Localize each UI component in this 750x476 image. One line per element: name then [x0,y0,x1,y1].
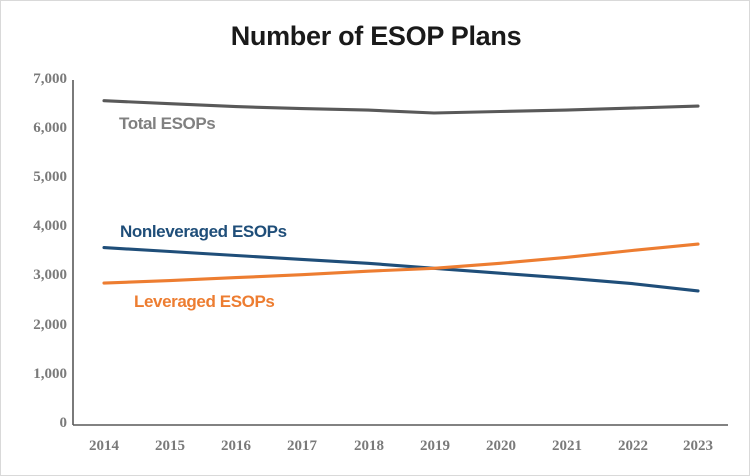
x-axis-tick-label: 2023 [683,438,713,454]
y-axis-tick-label: 1,000 [33,366,67,382]
series-label-nonleveraged-esops: Nonleveraged ESOPs [120,222,287,241]
x-axis-tick-label: 2014 [89,438,119,454]
x-axis-tick-label: 2016 [221,438,251,454]
x-axis-tick-label: 2018 [354,438,384,454]
line-series-nonleveraged-esops [102,246,700,293]
y-axis-tick-label: 6,000 [33,120,67,136]
x-axis-tick-label: 2017 [287,438,317,454]
x-axis-tick-label: 2015 [155,438,185,454]
series-label-total-esops: Total ESOPs [119,114,216,133]
chart-title: Number of ESOP Plans [230,21,522,51]
y-axis-tick-label: 0 [59,415,68,431]
x-axis-tick-label: 2019 [420,438,450,454]
line-series-total-esops [102,99,700,115]
y-axis-tick-label: 4,000 [33,218,67,234]
y-axis-tick-label: 7,000 [33,71,67,87]
y-axis-tick-label: 2,000 [33,317,67,333]
line-series-leveraged-esops [102,242,700,285]
x-axis-tick-label: 2021 [552,438,582,454]
series-label-leveraged-esops: Leveraged ESOPs [134,292,275,311]
y-axis-tick-label: 3,000 [33,267,67,283]
x-axis-tick-label: 2020 [486,438,516,454]
x-axis-tick-label: 2022 [618,438,648,454]
y-axis-tick-label: 5,000 [33,169,67,185]
